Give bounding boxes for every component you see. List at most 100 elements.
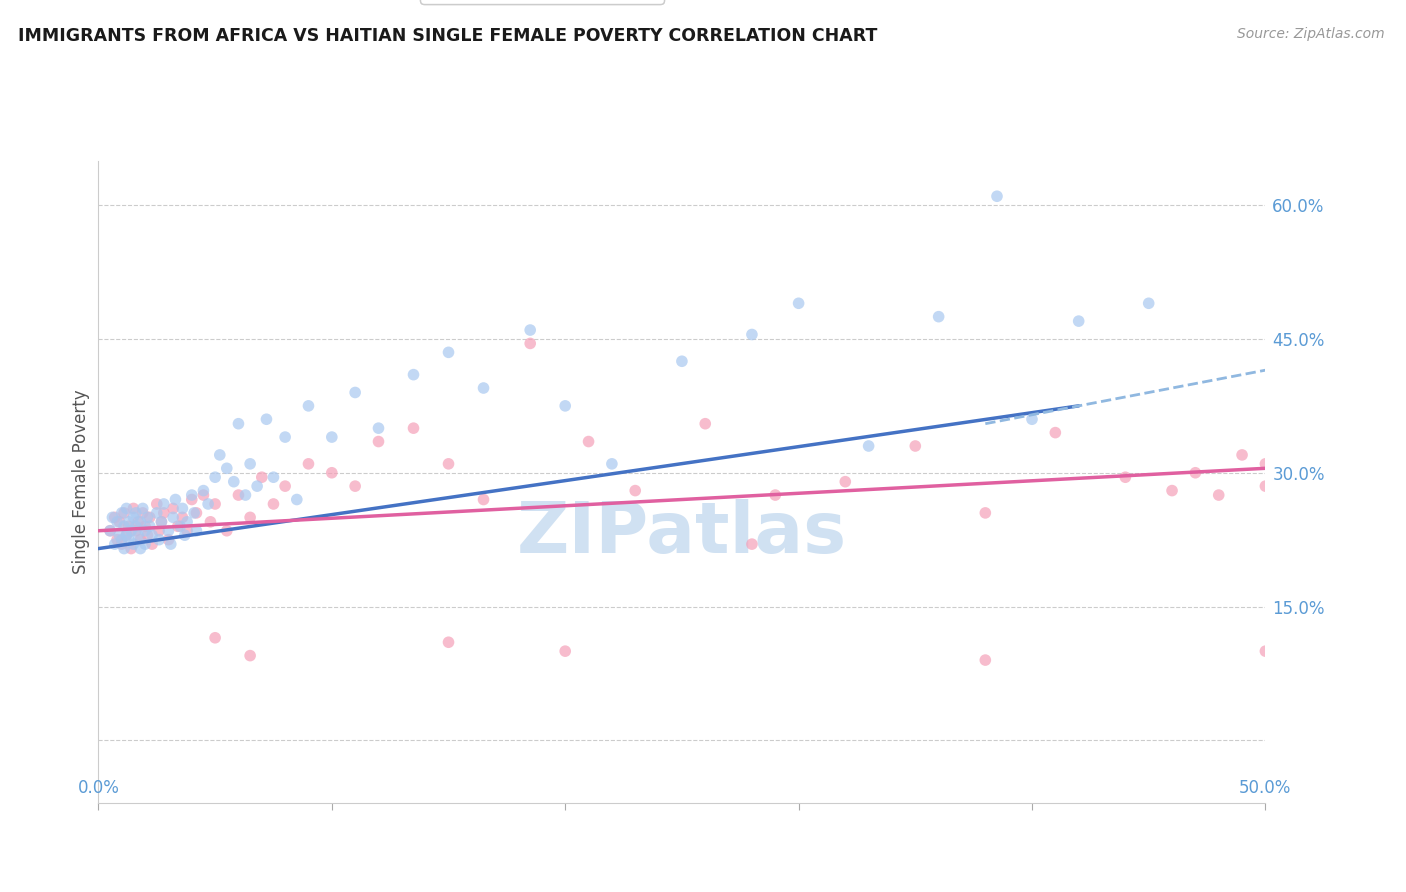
Point bbox=[112, 541, 135, 556]
Point bbox=[204, 631, 226, 645]
Point bbox=[200, 515, 222, 529]
Point bbox=[150, 515, 173, 529]
Point bbox=[120, 524, 142, 538]
Legend:  R = 0.383    N = 75,  R = 0.367    N = 68: R = 0.383 N = 75, R = 0.367 N = 68 bbox=[420, 0, 664, 4]
Point bbox=[146, 506, 169, 520]
Point bbox=[204, 470, 226, 484]
Point bbox=[367, 421, 389, 435]
Point bbox=[554, 644, 576, 658]
Point bbox=[763, 488, 786, 502]
Point bbox=[671, 354, 693, 368]
Point bbox=[111, 537, 134, 551]
Point bbox=[554, 399, 576, 413]
Point bbox=[1254, 479, 1277, 493]
Point bbox=[208, 448, 231, 462]
Point bbox=[146, 497, 169, 511]
Point bbox=[228, 417, 250, 431]
Point bbox=[180, 488, 202, 502]
Point bbox=[437, 635, 460, 649]
Point bbox=[134, 519, 156, 533]
Point bbox=[1045, 425, 1067, 440]
Point bbox=[904, 439, 927, 453]
Point bbox=[129, 515, 152, 529]
Point bbox=[173, 528, 195, 542]
Point bbox=[122, 501, 145, 516]
Point bbox=[1114, 470, 1136, 484]
Point bbox=[152, 506, 174, 520]
Text: Source: ZipAtlas.com: Source: ZipAtlas.com bbox=[1237, 27, 1385, 41]
Point bbox=[285, 492, 308, 507]
Point bbox=[176, 524, 198, 538]
Point bbox=[141, 528, 163, 542]
Point bbox=[127, 515, 149, 529]
Point bbox=[125, 519, 148, 533]
Point bbox=[578, 434, 600, 449]
Point bbox=[402, 368, 425, 382]
Point bbox=[166, 519, 188, 533]
Point bbox=[519, 336, 541, 351]
Point bbox=[402, 421, 425, 435]
Point bbox=[169, 519, 191, 533]
Point bbox=[104, 510, 127, 524]
Point bbox=[256, 412, 278, 426]
Point bbox=[98, 524, 121, 538]
Point bbox=[262, 470, 284, 484]
Point bbox=[118, 515, 141, 529]
Point bbox=[125, 506, 148, 520]
Point bbox=[246, 479, 269, 493]
Point bbox=[183, 506, 205, 520]
Point bbox=[136, 510, 159, 524]
Y-axis label: Single Female Poverty: Single Female Poverty bbox=[72, 390, 90, 574]
Point bbox=[1254, 457, 1277, 471]
Point bbox=[115, 528, 138, 542]
Point bbox=[250, 470, 273, 484]
Point bbox=[437, 457, 460, 471]
Point bbox=[122, 537, 145, 551]
Point bbox=[129, 533, 152, 547]
Point bbox=[228, 488, 250, 502]
Point bbox=[235, 488, 257, 502]
Point bbox=[134, 537, 156, 551]
Point bbox=[239, 510, 262, 524]
Point bbox=[787, 296, 810, 310]
Point bbox=[600, 457, 623, 471]
Point bbox=[136, 528, 159, 542]
Point bbox=[141, 537, 163, 551]
Point bbox=[159, 537, 181, 551]
Point bbox=[152, 497, 174, 511]
Point bbox=[344, 385, 367, 400]
Point bbox=[1161, 483, 1184, 498]
Point bbox=[1230, 448, 1253, 462]
Point bbox=[162, 501, 184, 516]
Point bbox=[122, 510, 145, 524]
Point bbox=[974, 506, 997, 520]
Point bbox=[165, 492, 187, 507]
Point bbox=[139, 519, 162, 533]
Point bbox=[986, 189, 1008, 203]
Point bbox=[118, 533, 141, 547]
Point bbox=[193, 483, 215, 498]
Point bbox=[204, 497, 226, 511]
Point bbox=[1067, 314, 1090, 328]
Point bbox=[974, 653, 997, 667]
Point bbox=[129, 541, 152, 556]
Point bbox=[193, 488, 215, 502]
Point bbox=[157, 524, 180, 538]
Point bbox=[1137, 296, 1160, 310]
Point bbox=[274, 479, 297, 493]
Text: IMMIGRANTS FROM AFRICA VS HAITIAN SINGLE FEMALE POVERTY CORRELATION CHART: IMMIGRANTS FROM AFRICA VS HAITIAN SINGLE… bbox=[18, 27, 877, 45]
Point bbox=[101, 510, 124, 524]
Point bbox=[1184, 466, 1206, 480]
Point bbox=[105, 533, 128, 547]
Text: 0.0%: 0.0% bbox=[77, 780, 120, 797]
Point bbox=[162, 510, 184, 524]
Point bbox=[297, 399, 319, 413]
Point bbox=[834, 475, 856, 489]
Point bbox=[112, 519, 135, 533]
Point bbox=[108, 528, 131, 542]
Point bbox=[1254, 644, 1277, 658]
Point bbox=[239, 457, 262, 471]
Point bbox=[344, 479, 367, 493]
Point bbox=[176, 515, 198, 529]
Point bbox=[172, 501, 194, 516]
